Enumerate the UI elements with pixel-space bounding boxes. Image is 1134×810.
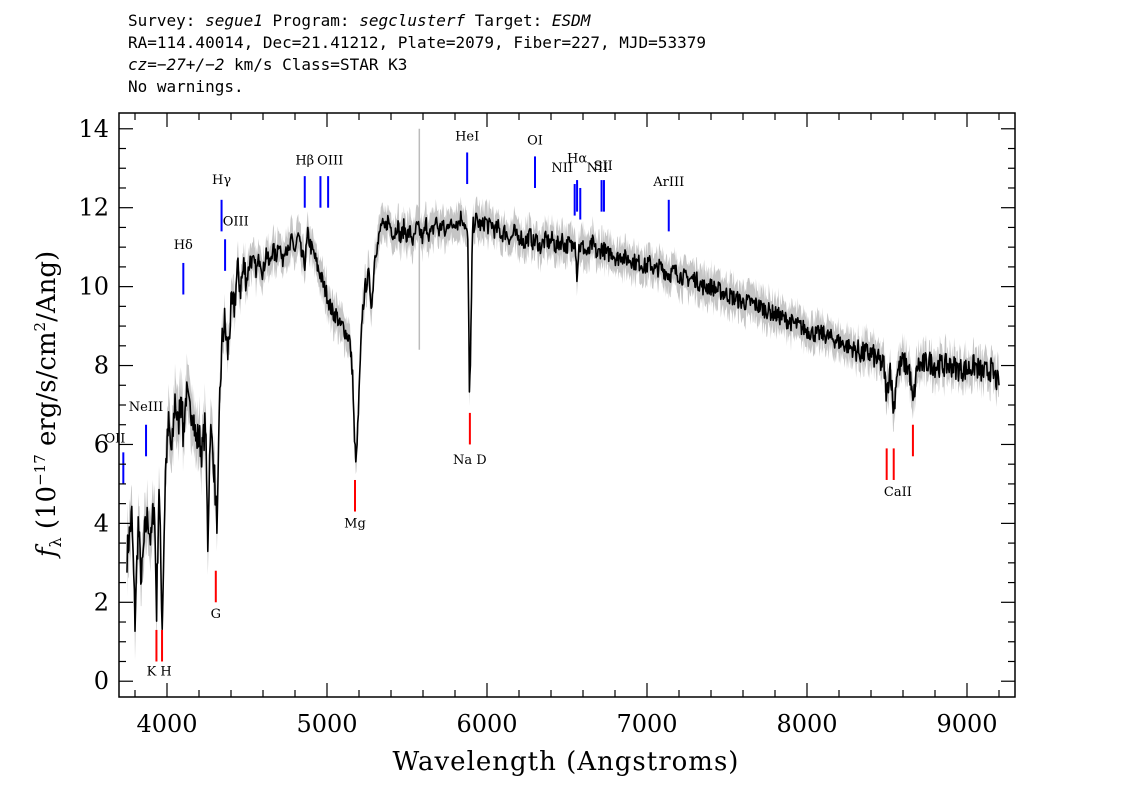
y-tick-label: 10 bbox=[78, 273, 109, 301]
noise-band bbox=[127, 128, 999, 660]
header-line-coords: RA=114.40014, Dec=21.41212, Plate=2079, … bbox=[128, 33, 706, 52]
line-label-hdelta: Hδ bbox=[174, 238, 193, 253]
x-tick-label: 7000 bbox=[616, 710, 677, 738]
x-tick-label: 6000 bbox=[456, 710, 517, 738]
program-value: segclusterf bbox=[359, 11, 466, 30]
line-label-nad: Na D bbox=[453, 453, 487, 468]
line-label-oiii_b: OIII bbox=[317, 153, 343, 168]
line-label-oiii_a: OIII bbox=[223, 214, 249, 229]
y-tick-label: 8 bbox=[94, 352, 109, 380]
line-label-oi: OI bbox=[527, 134, 543, 149]
y-tick-label: 4 bbox=[94, 509, 109, 537]
header-line-warnings: No warnings. bbox=[128, 77, 244, 96]
plot-frame bbox=[118, 112, 1016, 698]
line-label-nii: NII bbox=[551, 161, 573, 176]
cz-value: −27+/−2 bbox=[156, 55, 225, 74]
line-label-neiii: NeIII bbox=[129, 400, 163, 415]
y-tick-label: 2 bbox=[94, 588, 109, 616]
target-value: ESDM bbox=[551, 11, 591, 30]
cz-label: cz= bbox=[128, 55, 157, 74]
y-tick-label: 12 bbox=[78, 194, 109, 222]
line-label-caii: CaII bbox=[884, 485, 912, 500]
class-text: km/s Class=STAR K3 bbox=[224, 55, 408, 74]
header-line-redshift: cz=−27+/−2 km/s Class=STAR K3 bbox=[128, 54, 706, 76]
x-tick-label: 4000 bbox=[136, 710, 197, 738]
x-axis-label: Wavelength (Angstroms) bbox=[393, 747, 740, 777]
line-label-hbeta: Hβ bbox=[295, 153, 314, 168]
line-label-nii: NII bbox=[587, 161, 609, 176]
y-axis-label: fλ (10−17 erg/s/cm2/Ang) bbox=[31, 251, 65, 559]
header-line-survey: Survey: segue1 Program: segclusterf Targ… bbox=[128, 10, 706, 32]
line-label-hgamma: Hγ bbox=[212, 173, 231, 188]
x-tick-label: 8000 bbox=[776, 710, 837, 738]
spectrum-series bbox=[126, 210, 1000, 633]
line-label-halpha: Hα bbox=[567, 151, 587, 166]
x-tick-label: 9000 bbox=[936, 710, 997, 738]
line-label-kh: K H bbox=[147, 664, 172, 679]
line-label-arIII: ArIII bbox=[652, 175, 684, 190]
line-label-sii: SII bbox=[594, 159, 613, 174]
spectrum-header: Survey: segue1 Program: segclusterf Targ… bbox=[128, 10, 706, 98]
line-label-oii: OII bbox=[104, 431, 125, 446]
spectrum-line bbox=[126, 210, 1000, 633]
program-label: Program: bbox=[262, 11, 360, 30]
y-tick-label: 6 bbox=[94, 430, 109, 458]
y-tick-label: 14 bbox=[78, 115, 109, 143]
y-tick-label: 0 bbox=[94, 667, 109, 695]
axes: 4000 5000 6000 7000 8000 9000 0 2 4 6 8 10 12 14 bbox=[78, 112, 1016, 738]
target-label: Target: bbox=[465, 11, 552, 30]
line-label-g: G bbox=[211, 607, 221, 622]
line-label-hei: HeI bbox=[455, 130, 479, 145]
survey-label: Survey: bbox=[128, 11, 206, 30]
survey-value: segue1 bbox=[205, 11, 263, 30]
x-tick-label: 5000 bbox=[296, 710, 357, 738]
line-label-mg: Mg bbox=[344, 516, 366, 531]
